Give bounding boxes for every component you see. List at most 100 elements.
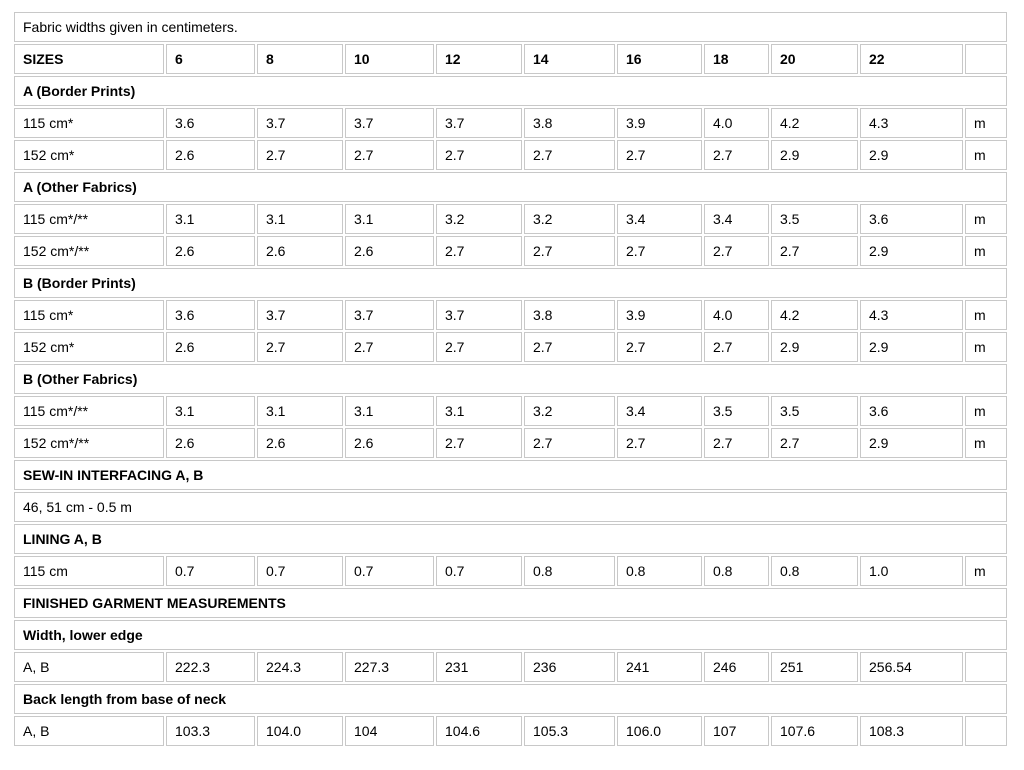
section-title: A (Border Prints) bbox=[14, 76, 1008, 106]
sizes-column-label: SIZES bbox=[14, 44, 164, 74]
value-cell: 103.3 bbox=[166, 716, 255, 746]
value-cell: 3.7 bbox=[436, 300, 522, 330]
value-cell: 2.7 bbox=[345, 332, 434, 362]
value-cell: 3.5 bbox=[771, 396, 858, 426]
value-cell: 2.7 bbox=[771, 428, 858, 458]
section-title: Back length from base of neck bbox=[14, 684, 1008, 714]
value-cell: 3.8 bbox=[524, 108, 615, 138]
value-cell: 105.3 bbox=[524, 716, 615, 746]
size-column-header: 8 bbox=[257, 44, 343, 74]
unit-cell: m bbox=[965, 204, 1008, 234]
value-cell: 2.7 bbox=[257, 140, 343, 170]
value-cell: 4.3 bbox=[860, 300, 963, 330]
section-row: LINING A, B bbox=[14, 524, 1008, 554]
row-label: 152 cm*/** bbox=[14, 428, 164, 458]
value-cell: 256.54 bbox=[860, 652, 963, 682]
value-cell: 0.8 bbox=[771, 556, 858, 586]
value-cell: 2.7 bbox=[704, 428, 769, 458]
value-cell: 3.2 bbox=[524, 396, 615, 426]
value-cell: 2.7 bbox=[524, 140, 615, 170]
data-row: A, B 103.3 104.0 104 104.6 105.3 106.0 107 107.6… bbox=[14, 716, 1008, 746]
value-cell: 231 bbox=[436, 652, 522, 682]
section-title: A (Other Fabrics) bbox=[14, 172, 1008, 202]
value-cell: 2.7 bbox=[524, 428, 615, 458]
value-cell: 222.3 bbox=[166, 652, 255, 682]
value-cell: 0.7 bbox=[345, 556, 434, 586]
data-row: 115 cm* 3.6 3.7 3.7 3.7 3.8 3.9 4.0 4.2 4.3 m bbox=[14, 108, 1008, 138]
value-cell: 2.7 bbox=[617, 236, 702, 266]
data-row: 115 cm*/** 3.1 3.1 3.1 3.1 3.2 3.4 3.5 3.5 3.6 m bbox=[14, 396, 1008, 426]
data-row: 152 cm*/** 2.6 2.6 2.6 2.7 2.7 2.7 2.7 2.7 2.9 m bbox=[14, 236, 1008, 266]
value-cell: 2.7 bbox=[704, 236, 769, 266]
data-row: 152 cm* 2.6 2.7 2.7 2.7 2.7 2.7 2.7 2.9 2.9 m bbox=[14, 140, 1008, 170]
row-label: 115 cm bbox=[14, 556, 164, 586]
value-cell: 2.7 bbox=[617, 428, 702, 458]
section-row: Back length from base of neck bbox=[14, 684, 1008, 714]
size-column-header: 22 bbox=[860, 44, 963, 74]
value-cell: 2.7 bbox=[345, 140, 434, 170]
unit-cell: m bbox=[965, 556, 1008, 586]
text-row: Fabric widths given in centimeters. bbox=[14, 12, 1008, 42]
value-cell: 3.1 bbox=[166, 204, 255, 234]
section-row: B (Other Fabrics) bbox=[14, 364, 1008, 394]
row-label: 115 cm*/** bbox=[14, 396, 164, 426]
value-cell: 3.9 bbox=[617, 300, 702, 330]
row-label: 152 cm* bbox=[14, 332, 164, 362]
value-cell: 104 bbox=[345, 716, 434, 746]
value-cell: 3.4 bbox=[617, 204, 702, 234]
value-cell: 0.7 bbox=[436, 556, 522, 586]
value-cell: 2.7 bbox=[617, 332, 702, 362]
value-cell: 4.2 bbox=[771, 300, 858, 330]
value-cell: 106.0 bbox=[617, 716, 702, 746]
unit-cell bbox=[965, 652, 1008, 682]
data-row: 115 cm* 3.6 3.7 3.7 3.7 3.8 3.9 4.0 4.2 4.3 m bbox=[14, 300, 1008, 330]
value-cell: 3.6 bbox=[166, 300, 255, 330]
value-cell: 3.2 bbox=[436, 204, 522, 234]
size-column-header: 16 bbox=[617, 44, 702, 74]
value-cell: 0.7 bbox=[257, 556, 343, 586]
value-cell: 107 bbox=[704, 716, 769, 746]
unit-cell bbox=[965, 716, 1008, 746]
value-cell: 2.6 bbox=[166, 140, 255, 170]
unit-cell: m bbox=[965, 332, 1008, 362]
header-row: SIZES 6 8 10 12 14 16 18 20 22 bbox=[14, 44, 1008, 74]
row-label: 115 cm* bbox=[14, 300, 164, 330]
row-label: 115 cm* bbox=[14, 108, 164, 138]
value-cell: 2.9 bbox=[771, 332, 858, 362]
section-title: LINING A, B bbox=[14, 524, 1008, 554]
value-cell: 2.7 bbox=[436, 428, 522, 458]
value-cell: 2.6 bbox=[166, 428, 255, 458]
value-cell: 0.8 bbox=[524, 556, 615, 586]
value-cell: 2.7 bbox=[436, 332, 522, 362]
value-cell: 0.7 bbox=[166, 556, 255, 586]
value-cell: 2.9 bbox=[860, 140, 963, 170]
unit-cell: m bbox=[965, 300, 1008, 330]
value-cell: 3.4 bbox=[704, 204, 769, 234]
unit-cell: m bbox=[965, 236, 1008, 266]
unit-cell: m bbox=[965, 428, 1008, 458]
value-cell: 4.0 bbox=[704, 300, 769, 330]
table-note: Fabric widths given in centimeters. bbox=[14, 12, 1008, 42]
section-title: Width, lower edge bbox=[14, 620, 1008, 650]
value-cell: 3.9 bbox=[617, 108, 702, 138]
value-cell: 2.6 bbox=[257, 428, 343, 458]
value-cell: 2.7 bbox=[524, 332, 615, 362]
value-cell: 0.8 bbox=[704, 556, 769, 586]
value-cell: 3.1 bbox=[257, 396, 343, 426]
value-cell: 2.7 bbox=[617, 140, 702, 170]
value-cell: 227.3 bbox=[345, 652, 434, 682]
data-row: 152 cm* 2.6 2.7 2.7 2.7 2.7 2.7 2.7 2.9 2.9 m bbox=[14, 332, 1008, 362]
data-row: A, B 222.3 224.3 227.3 231 236 241 246 251 256.54 bbox=[14, 652, 1008, 682]
value-cell: 3.6 bbox=[860, 396, 963, 426]
row-label: 152 cm*/** bbox=[14, 236, 164, 266]
value-cell: 3.7 bbox=[345, 108, 434, 138]
row-label: 152 cm* bbox=[14, 140, 164, 170]
value-cell: 4.2 bbox=[771, 108, 858, 138]
value-cell: 3.5 bbox=[771, 204, 858, 234]
value-cell: 3.4 bbox=[617, 396, 702, 426]
value-cell: 3.1 bbox=[345, 396, 434, 426]
section-row: A (Border Prints) bbox=[14, 76, 1008, 106]
size-column-header: 20 bbox=[771, 44, 858, 74]
size-column-header: 6 bbox=[166, 44, 255, 74]
value-cell: 3.6 bbox=[166, 108, 255, 138]
